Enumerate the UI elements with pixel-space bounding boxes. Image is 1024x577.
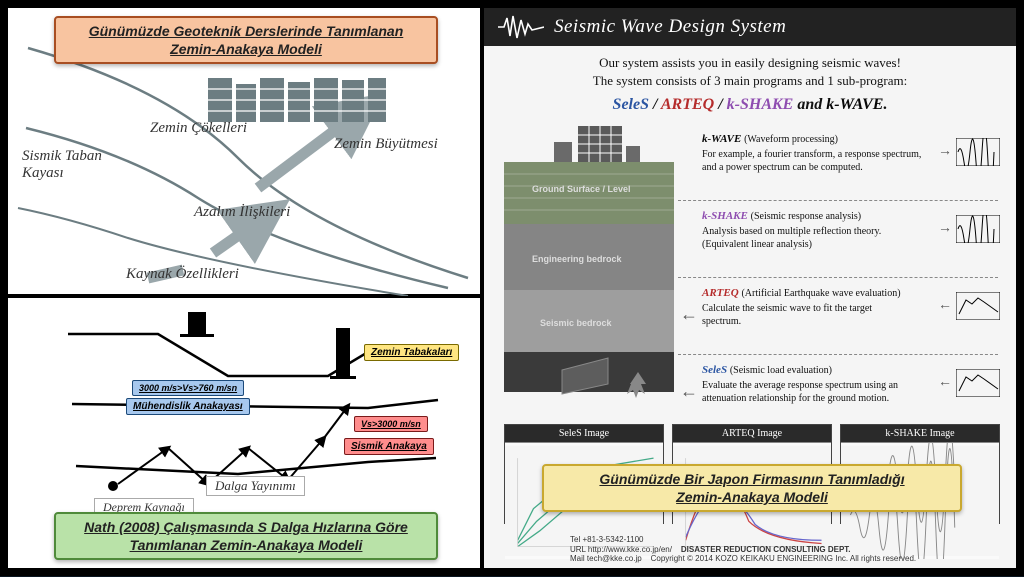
panel-right: Seismic Wave Design System Our system as… <box>482 6 1018 570</box>
box-zemin-tabakalari: Zemin Tabakaları <box>364 344 459 361</box>
slide-frame: Zemin Çökelleri Zemin Büyütmesi Sismik T… <box>0 0 1024 576</box>
label-kaynak: Kaynak Özellikleri <box>126 266 239 283</box>
layer-seis: Seismic bedrock <box>540 318 612 328</box>
box-dalga: Dalga Yayınımı <box>206 476 305 496</box>
intro-line2: The system consists of 3 main programs a… <box>508 72 992 90</box>
wave-icon <box>498 14 544 40</box>
panel-bottom-left: Zemin Tabakaları 3000 m/s>Vs>760 m/sn Mü… <box>6 296 482 570</box>
items-column: k-WAVE (Waveform processing)For example,… <box>702 132 1000 435</box>
label-sismik-taban: Sismik Taban Kayası <box>22 148 102 182</box>
layer-eng: Engineering bedrock <box>532 254 622 264</box>
item-arteq: ←ARTEQ (Artificial Earthquake wave evalu… <box>702 286 1000 348</box>
banner: Seismic Wave Design System <box>484 8 1016 46</box>
intro-text: Our system assists you in easily designi… <box>508 54 992 117</box>
caption-bottom-left: Nath (2008) Çalışmasında S Dalga Hızları… <box>54 512 438 560</box>
box-vs-high: Vs>3000 m/sn <box>354 416 428 432</box>
footer-block: Tel +81-3-5342-1100 URL http://www.kke.c… <box>570 535 916 564</box>
item-k-wave: k-WAVE (Waveform processing)For example,… <box>702 132 1000 194</box>
item-seles: ←SeleS (Seismic load evaluation)Evaluate… <box>702 363 1000 425</box>
intro-line1: Our system assists you in easily designi… <box>508 54 992 72</box>
item-k-shake: k-SHAKE (Seismic response analysis)Analy… <box>702 209 1000 271</box>
layer-ground: Ground Surface / Level <box>532 184 631 194</box>
caption-right: Günümüzde Bir Japon Firmasının Tanımladı… <box>542 464 962 512</box>
banner-text: Seismic Wave Design System <box>554 16 786 38</box>
label-azalim: Azalım İlişkileri <box>194 204 290 221</box>
panel-top-left: Zemin Çökelleri Zemin Büyütmesi Sismik T… <box>6 6 482 296</box>
box-vs-range: 3000 m/s>Vs>760 m/sn <box>132 380 244 396</box>
programs-line: SeleS / ARTEQ / k-SHAKE and k-WAVE. <box>508 94 992 116</box>
box-muhendislik: Mühendislik Anakayası <box>126 398 250 415</box>
strata-column <box>504 126 674 416</box>
label-zemin-buyutmesi: Zemin Büyütmesi <box>334 136 438 153</box>
label-zemin-cokelleri: Zemin Çökelleri <box>150 120 247 137</box>
caption-top-left: Günümüzde Geoteknik Derslerinde Tanımlan… <box>54 16 438 64</box>
box-sismik-anakaya: Sismik Anakaya <box>344 438 434 455</box>
